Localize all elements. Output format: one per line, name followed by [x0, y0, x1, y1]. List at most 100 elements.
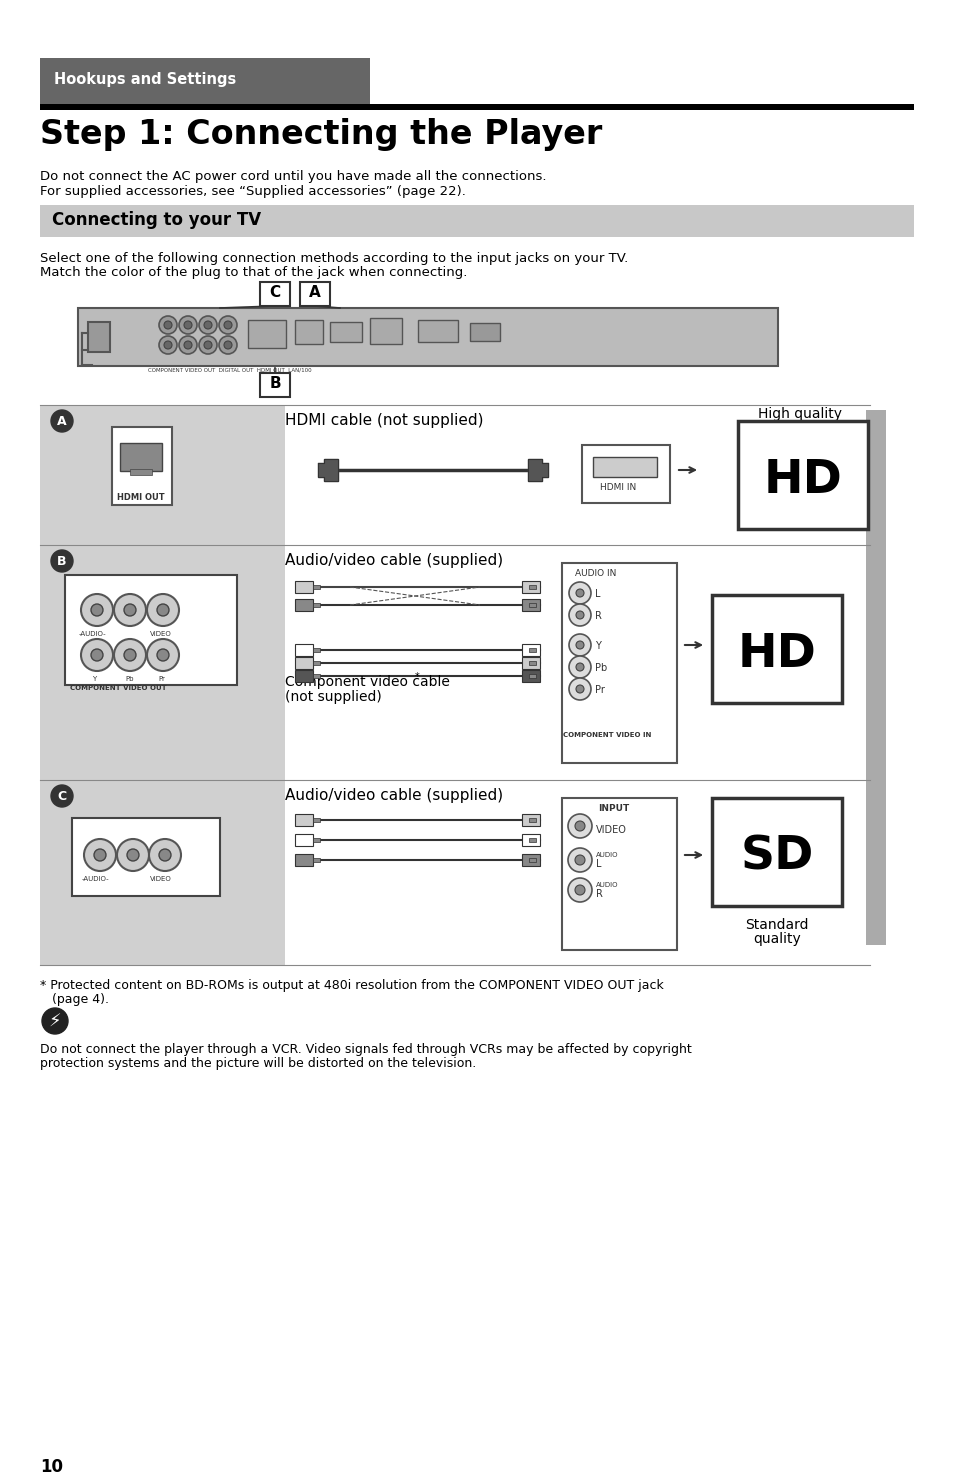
Text: Y: Y: [595, 641, 600, 651]
Circle shape: [91, 604, 103, 615]
Bar: [260, 374, 290, 397]
Circle shape: [224, 320, 232, 329]
Bar: [313, 838, 319, 842]
Bar: [521, 644, 539, 655]
Bar: [313, 819, 319, 822]
Circle shape: [149, 839, 181, 871]
Text: AUDIO: AUDIO: [596, 853, 618, 859]
Circle shape: [94, 848, 106, 862]
Circle shape: [224, 341, 232, 349]
Circle shape: [184, 320, 192, 329]
Text: Step 1: Connecting the Player: Step 1: Connecting the Player: [40, 119, 601, 151]
Bar: [130, 469, 152, 475]
Bar: [417, 320, 457, 343]
Text: ⚡: ⚡: [49, 1013, 61, 1031]
Bar: [294, 670, 313, 682]
Text: COMPONENT VIDEO IN: COMPONENT VIDEO IN: [562, 733, 651, 739]
Text: R: R: [595, 611, 601, 621]
Bar: [294, 833, 313, 845]
Text: For supplied accessories, see “Supplied accessories” (page 22).: For supplied accessories, see “Supplied …: [40, 185, 465, 199]
Bar: [40, 405, 285, 544]
Bar: [521, 657, 539, 669]
Circle shape: [568, 678, 590, 700]
Circle shape: [113, 639, 146, 670]
Text: (not supplied): (not supplied): [285, 690, 381, 704]
Text: L: L: [596, 859, 601, 869]
Bar: [521, 833, 539, 845]
Text: -AUDIO-: -AUDIO-: [79, 630, 107, 638]
Text: (page 4).: (page 4).: [40, 994, 109, 1005]
Bar: [313, 604, 319, 607]
Text: AUDIO: AUDIO: [596, 882, 618, 888]
Bar: [40, 780, 285, 965]
Text: Pb: Pb: [595, 663, 607, 673]
Bar: [789, 522, 817, 529]
Bar: [88, 322, 110, 351]
Bar: [260, 282, 290, 305]
Bar: [529, 648, 536, 653]
Circle shape: [147, 595, 179, 626]
Text: Do not connect the AC power cord until you have made all the connections.: Do not connect the AC power cord until y…: [40, 171, 546, 182]
Circle shape: [124, 604, 136, 615]
Bar: [865, 409, 885, 945]
Text: Pr: Pr: [595, 685, 604, 696]
Text: HD: HD: [737, 632, 816, 678]
Text: HDMI OUT: HDMI OUT: [117, 492, 165, 503]
Bar: [294, 854, 313, 866]
Bar: [529, 604, 536, 607]
Bar: [593, 457, 657, 478]
Circle shape: [567, 878, 592, 902]
Polygon shape: [527, 460, 547, 480]
Text: HDMI IN: HDMI IN: [599, 483, 636, 492]
Text: HDMI cable (not supplied): HDMI cable (not supplied): [285, 412, 483, 429]
Bar: [120, 443, 162, 472]
Bar: [40, 544, 285, 780]
Text: Connecting to your TV: Connecting to your TV: [52, 211, 261, 228]
Bar: [65, 575, 236, 685]
Circle shape: [159, 848, 171, 862]
Circle shape: [567, 848, 592, 872]
Circle shape: [179, 337, 196, 354]
Circle shape: [575, 885, 584, 896]
Bar: [294, 581, 313, 593]
Text: Select one of the following connection methods according to the input jacks on y: Select one of the following connection m…: [40, 252, 628, 265]
Text: VIDEO: VIDEO: [150, 876, 172, 882]
Circle shape: [81, 639, 112, 670]
Bar: [763, 696, 791, 704]
Text: VIDEO: VIDEO: [596, 825, 626, 835]
Bar: [40, 58, 370, 104]
Bar: [763, 899, 791, 908]
Bar: [521, 581, 539, 593]
Bar: [313, 648, 319, 653]
Circle shape: [204, 320, 212, 329]
Text: High quality: High quality: [758, 406, 841, 421]
Text: C: C: [57, 790, 67, 802]
Circle shape: [147, 639, 179, 670]
Bar: [529, 859, 536, 862]
Bar: [521, 854, 539, 866]
Text: Y: Y: [91, 676, 96, 682]
Circle shape: [51, 785, 73, 807]
Circle shape: [179, 316, 196, 334]
Bar: [561, 564, 677, 762]
Bar: [71, 819, 220, 896]
Circle shape: [159, 337, 177, 354]
Circle shape: [568, 604, 590, 626]
Text: *: *: [415, 672, 419, 682]
Bar: [529, 584, 536, 589]
Text: A: A: [57, 415, 67, 429]
Text: AUDIO IN: AUDIO IN: [575, 569, 616, 578]
Circle shape: [127, 848, 139, 862]
Bar: [581, 445, 669, 503]
Circle shape: [199, 337, 216, 354]
Bar: [751, 903, 803, 908]
Circle shape: [575, 856, 584, 865]
Bar: [40, 104, 913, 110]
Bar: [40, 205, 913, 237]
Text: COMPONENT VIDEO OUT: COMPONENT VIDEO OUT: [70, 685, 167, 691]
Bar: [313, 673, 319, 678]
Text: L: L: [595, 589, 599, 599]
Circle shape: [199, 316, 216, 334]
Text: Audio/video cable (supplied): Audio/video cable (supplied): [285, 787, 502, 802]
Bar: [529, 673, 536, 678]
